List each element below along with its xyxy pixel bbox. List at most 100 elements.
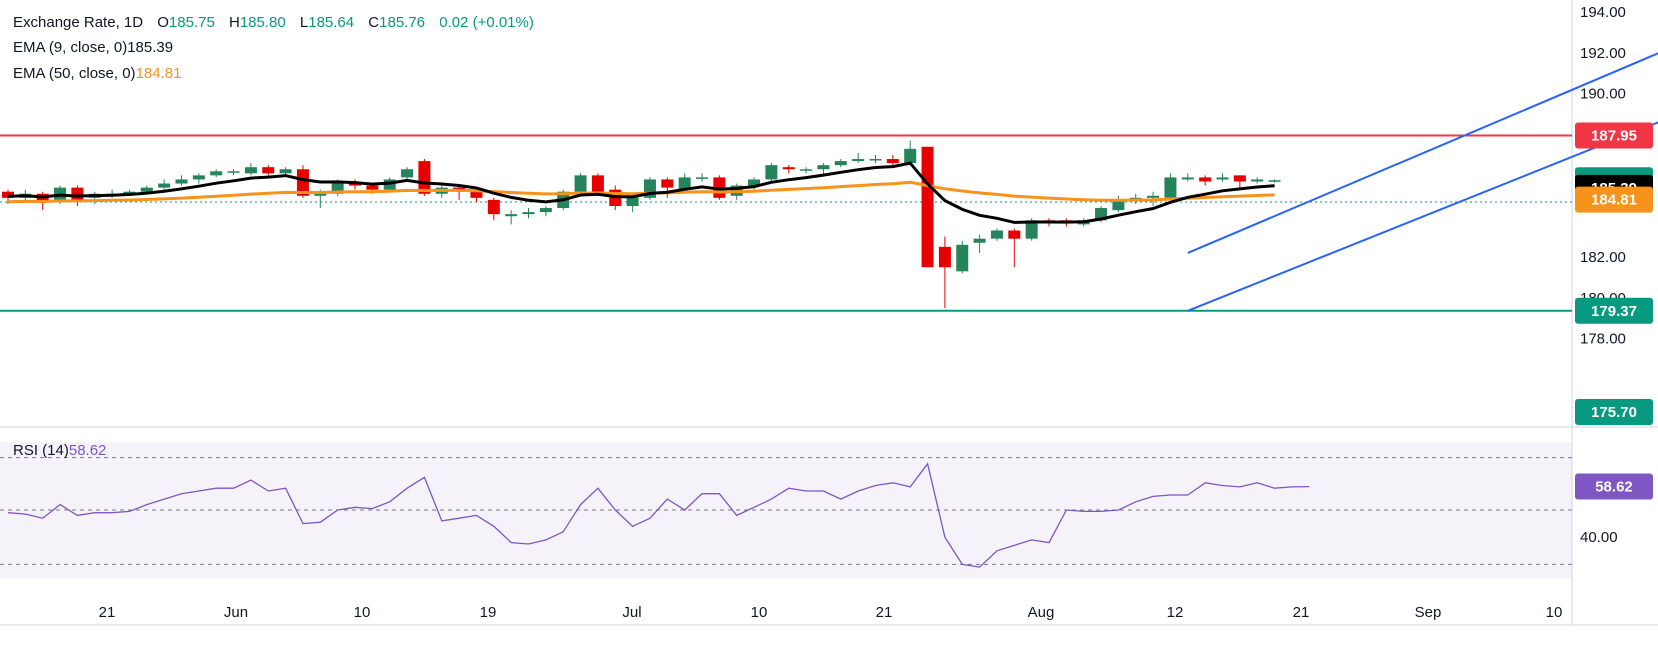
candle-body bbox=[140, 187, 153, 192]
change-value: 0.02 bbox=[439, 14, 469, 31]
candle-body bbox=[800, 169, 813, 171]
candle-body bbox=[192, 175, 205, 180]
candle-body bbox=[869, 159, 882, 161]
time-tick-label: 21 bbox=[876, 604, 893, 621]
channel-lower-line bbox=[1187, 121, 1658, 312]
candle-body bbox=[1268, 180, 1281, 182]
candle-body bbox=[470, 191, 483, 198]
legend-title: Exchange Rate, 1D bbox=[13, 14, 144, 31]
candle-body bbox=[539, 208, 552, 213]
ema9-legend: EMA (9, close, 0)185.39 bbox=[13, 39, 173, 56]
candle-body bbox=[956, 244, 969, 272]
price-badge-bg bbox=[1575, 297, 1653, 324]
candle-body bbox=[262, 167, 275, 174]
candle-body bbox=[834, 161, 847, 166]
time-tick-label: Jul bbox=[622, 604, 641, 621]
candle-body bbox=[626, 197, 639, 206]
candle-body bbox=[227, 171, 240, 173]
price-tick-label: 182.00 bbox=[1580, 249, 1626, 266]
rsi-badge-bg bbox=[1575, 473, 1653, 500]
candle-body bbox=[366, 185, 379, 190]
price-badge-bg bbox=[1575, 186, 1653, 213]
price-badge-text: 179.37 bbox=[1591, 303, 1637, 320]
price-badge-text: 175.70 bbox=[1591, 404, 1637, 421]
low-value: 185.64 bbox=[308, 14, 355, 31]
rsi-legend: RSI (14)58.62 bbox=[13, 442, 106, 459]
horizontal-levels bbox=[0, 134, 1572, 312]
price-badge-187.95: 187.95 bbox=[1575, 122, 1653, 149]
candle-body bbox=[1164, 177, 1177, 198]
ema50-label: EMA (50, close, 0) bbox=[13, 65, 136, 82]
candle-body bbox=[418, 161, 431, 194]
price-tick-label: 194.00 bbox=[1580, 4, 1626, 21]
ema9-line bbox=[7, 161, 1275, 224]
candle-body bbox=[401, 169, 414, 178]
candle-body bbox=[505, 214, 518, 217]
candle-body bbox=[782, 167, 795, 170]
price-tick-label: 192.00 bbox=[1580, 45, 1626, 62]
candle-body bbox=[1216, 177, 1229, 180]
time-tick-label: Aug bbox=[1028, 604, 1055, 621]
price-badge-184.81: 184.81 bbox=[1575, 186, 1653, 213]
time-tick-label: 19 bbox=[480, 604, 497, 621]
price-badge-bg bbox=[1575, 399, 1653, 425]
ema9-value: 185.39 bbox=[127, 39, 174, 56]
candle-body bbox=[487, 199, 500, 215]
change-pct: (+0.01%) bbox=[472, 14, 534, 31]
price-badge-175.70: 175.70 bbox=[1575, 399, 1653, 425]
rsi-levels bbox=[0, 457, 1572, 565]
candle-body bbox=[921, 146, 934, 268]
candle-body bbox=[574, 175, 587, 192]
candle-body bbox=[244, 167, 257, 174]
price-badge-179.37: 179.37 bbox=[1575, 297, 1653, 324]
time-tick-label: Jun bbox=[224, 604, 248, 621]
candle-body bbox=[765, 165, 778, 180]
candle-body bbox=[817, 165, 830, 170]
price-badge-bg bbox=[1575, 122, 1653, 149]
rsi-badge: 58.62 bbox=[1575, 473, 1653, 500]
ema50-value: 184.81 bbox=[135, 65, 182, 82]
candle-body bbox=[522, 212, 535, 215]
candle-body bbox=[175, 179, 188, 184]
candle-body bbox=[696, 177, 708, 179]
rsi-line bbox=[7, 462, 1310, 568]
channel-upper-line bbox=[1187, 52, 1658, 254]
candle-body bbox=[748, 179, 761, 186]
high-value: 185.80 bbox=[239, 14, 286, 31]
close-value: 185.76 bbox=[379, 14, 426, 31]
open-label: O bbox=[157, 14, 169, 31]
price-badge-text: 187.95 bbox=[1591, 128, 1637, 145]
candle-body bbox=[1199, 177, 1212, 182]
candle-body bbox=[852, 159, 865, 162]
candle-body bbox=[123, 191, 136, 194]
open-value: 185.75 bbox=[168, 14, 215, 31]
candle-body bbox=[591, 175, 604, 192]
time-tick-label: 10 bbox=[751, 604, 768, 621]
rsi-label: RSI (14) bbox=[13, 442, 69, 459]
rsi-tick-label: 40.00 bbox=[1580, 529, 1618, 546]
candle-body bbox=[1147, 195, 1160, 198]
ema50-legend: EMA (50, close, 0)184.81 bbox=[13, 65, 181, 82]
high-label: H bbox=[228, 14, 240, 31]
candle-body bbox=[296, 169, 309, 196]
time-axis-ticks: 21 Jun 10 19 Jul 10 21 Aug 12 21 Sep 10 bbox=[99, 604, 1563, 621]
time-tick-label: 10 bbox=[354, 604, 371, 621]
ohlc-legend: Exchange Rate, 1D O185.75 H185.80 L185.6… bbox=[13, 14, 534, 31]
price-badges: 187.95185.76185.39184.81179.37175.7058.6… bbox=[1575, 122, 1653, 500]
rsi-badge-text: 58.62 bbox=[1595, 479, 1633, 496]
price-axis-ticks: 194.00192.00190.00182.00180.00178.0040.0… bbox=[1580, 4, 1626, 546]
rsi-legend-value: 58.62 bbox=[68, 442, 107, 459]
candle-body bbox=[71, 187, 84, 200]
candle-body bbox=[1008, 230, 1021, 239]
candle-body bbox=[938, 246, 951, 268]
price-panel[interactable] bbox=[0, 0, 1572, 427]
candle-body bbox=[1233, 175, 1246, 182]
price-tick-label: 178.00 bbox=[1580, 331, 1626, 348]
candle-body bbox=[1112, 199, 1125, 211]
candle-body bbox=[904, 148, 917, 164]
close-label: C bbox=[368, 14, 380, 31]
candle-body bbox=[158, 183, 171, 188]
candle-body bbox=[678, 177, 691, 190]
time-tick-label: 12 bbox=[1167, 604, 1184, 621]
